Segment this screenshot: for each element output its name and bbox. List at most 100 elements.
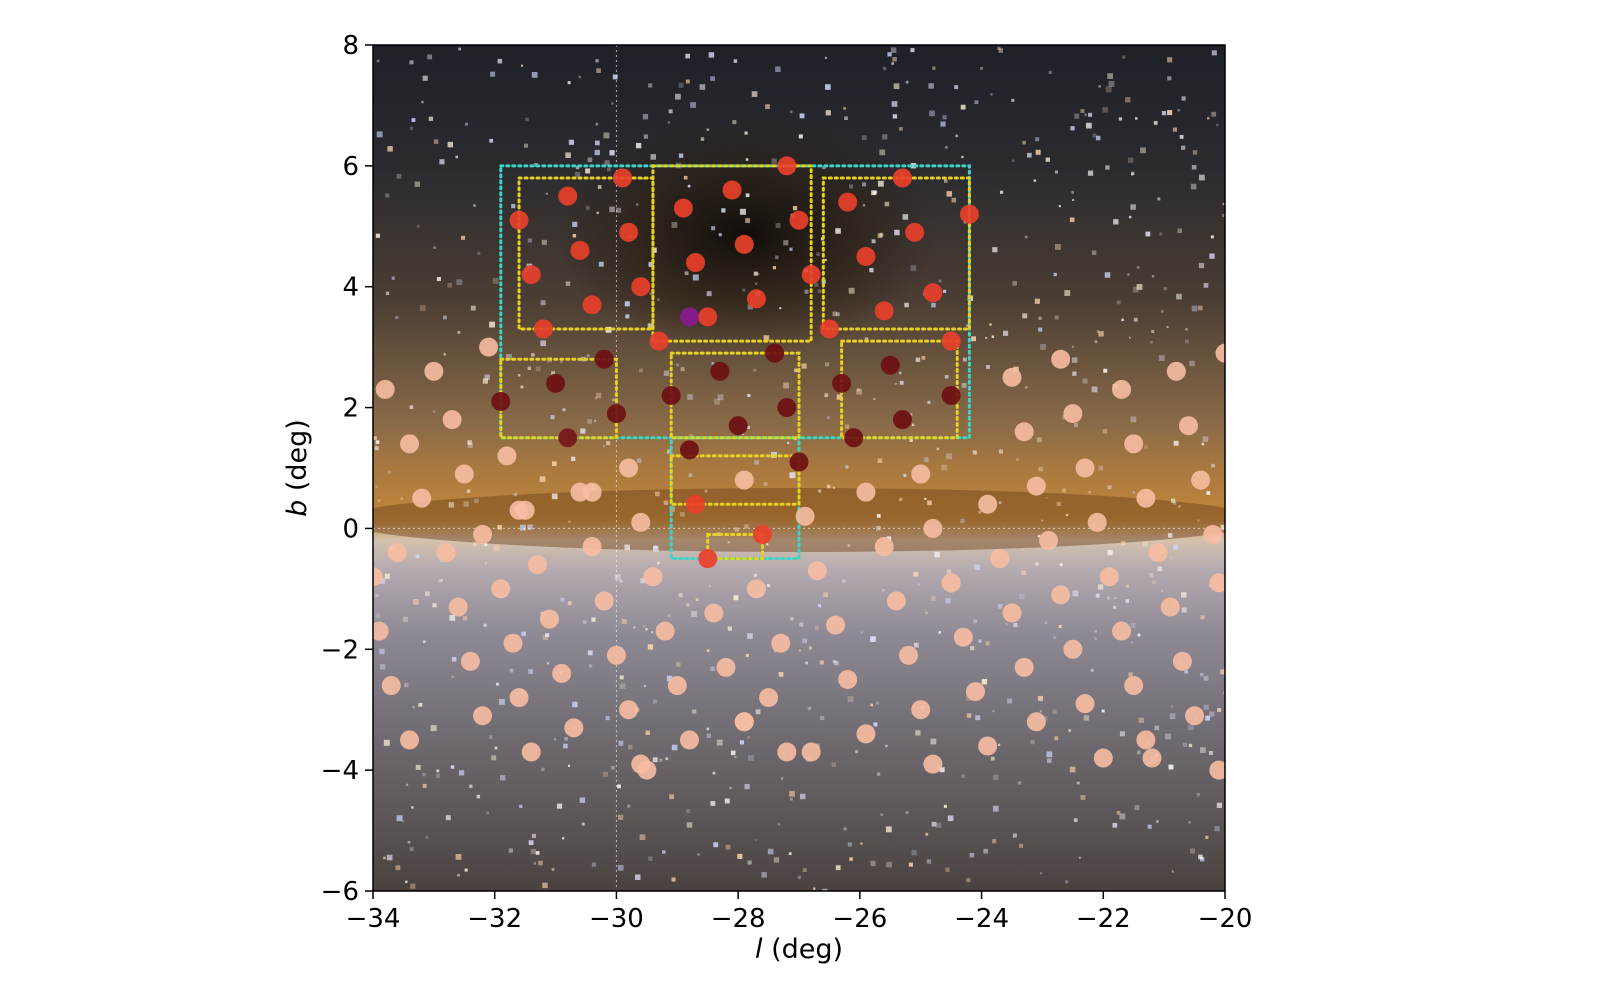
plot-frame xyxy=(372,44,1226,892)
star xyxy=(909,438,913,443)
star xyxy=(1040,344,1046,350)
star xyxy=(1184,339,1189,344)
data-point xyxy=(874,537,894,557)
star xyxy=(773,649,777,653)
star xyxy=(396,173,402,179)
star xyxy=(690,611,697,618)
star xyxy=(882,134,888,140)
data-point xyxy=(953,627,973,647)
star xyxy=(931,302,936,308)
star xyxy=(755,709,761,715)
data-point xyxy=(564,718,584,738)
star xyxy=(751,91,758,97)
star xyxy=(891,101,898,107)
star xyxy=(845,465,849,469)
data-point xyxy=(1172,651,1192,671)
data-point xyxy=(795,506,815,526)
star xyxy=(779,307,782,310)
star xyxy=(610,765,615,770)
star xyxy=(834,660,839,666)
star xyxy=(877,180,884,187)
star xyxy=(730,750,736,756)
star xyxy=(725,844,731,850)
star xyxy=(1092,133,1097,138)
data-point xyxy=(892,168,912,188)
star xyxy=(1170,498,1176,503)
star xyxy=(1203,704,1209,710)
star xyxy=(651,631,654,634)
star xyxy=(596,68,601,73)
data-point xyxy=(582,482,602,502)
star xyxy=(1188,821,1191,824)
star xyxy=(943,179,948,183)
star xyxy=(748,755,754,761)
star xyxy=(909,412,913,416)
star xyxy=(1012,833,1017,838)
star xyxy=(1007,698,1013,704)
star xyxy=(732,120,737,125)
star xyxy=(612,74,618,80)
star xyxy=(511,204,516,209)
star xyxy=(602,771,608,777)
star xyxy=(375,440,380,444)
star xyxy=(1005,622,1008,626)
star xyxy=(789,110,793,114)
data-point xyxy=(789,452,809,472)
star xyxy=(911,423,915,427)
data-point xyxy=(777,156,797,176)
star xyxy=(1056,501,1061,506)
star xyxy=(1072,590,1079,597)
star xyxy=(520,524,526,531)
star xyxy=(1130,204,1136,210)
star xyxy=(547,662,550,665)
star xyxy=(1216,123,1219,127)
star xyxy=(744,524,749,529)
star xyxy=(879,232,884,237)
y-axis: −6 −4 −2 0 2 4 6 8 xyxy=(321,31,373,907)
data-point xyxy=(746,289,766,309)
star xyxy=(1207,117,1210,120)
star xyxy=(1125,599,1130,603)
star xyxy=(579,797,586,803)
star xyxy=(884,201,890,207)
star xyxy=(1068,729,1072,732)
data-point xyxy=(923,754,943,774)
star xyxy=(412,705,415,709)
star xyxy=(844,116,848,120)
star xyxy=(747,736,750,739)
star xyxy=(847,696,854,703)
star xyxy=(935,822,942,828)
star xyxy=(843,827,847,831)
star xyxy=(739,740,745,745)
data-point xyxy=(1002,603,1022,623)
star xyxy=(405,880,408,884)
star xyxy=(1026,152,1032,158)
star xyxy=(856,388,863,395)
star xyxy=(861,135,867,141)
star xyxy=(668,109,673,114)
data-point xyxy=(491,392,511,412)
star xyxy=(992,709,995,713)
star xyxy=(893,83,900,90)
star xyxy=(385,291,390,296)
star xyxy=(617,864,624,871)
star xyxy=(476,794,481,799)
star xyxy=(612,398,615,402)
star xyxy=(753,573,757,577)
y-axis-unit: (deg) xyxy=(282,419,313,500)
data-point xyxy=(801,742,821,762)
star xyxy=(1144,445,1148,449)
star xyxy=(1177,108,1181,112)
star xyxy=(580,428,586,434)
star xyxy=(619,579,623,583)
star xyxy=(447,282,453,288)
star xyxy=(831,762,837,767)
star xyxy=(1102,107,1109,113)
star xyxy=(675,93,681,100)
star xyxy=(572,221,578,227)
star xyxy=(542,882,548,889)
star xyxy=(745,193,750,198)
star xyxy=(1161,310,1164,313)
star xyxy=(1133,317,1138,322)
data-point xyxy=(698,307,718,327)
